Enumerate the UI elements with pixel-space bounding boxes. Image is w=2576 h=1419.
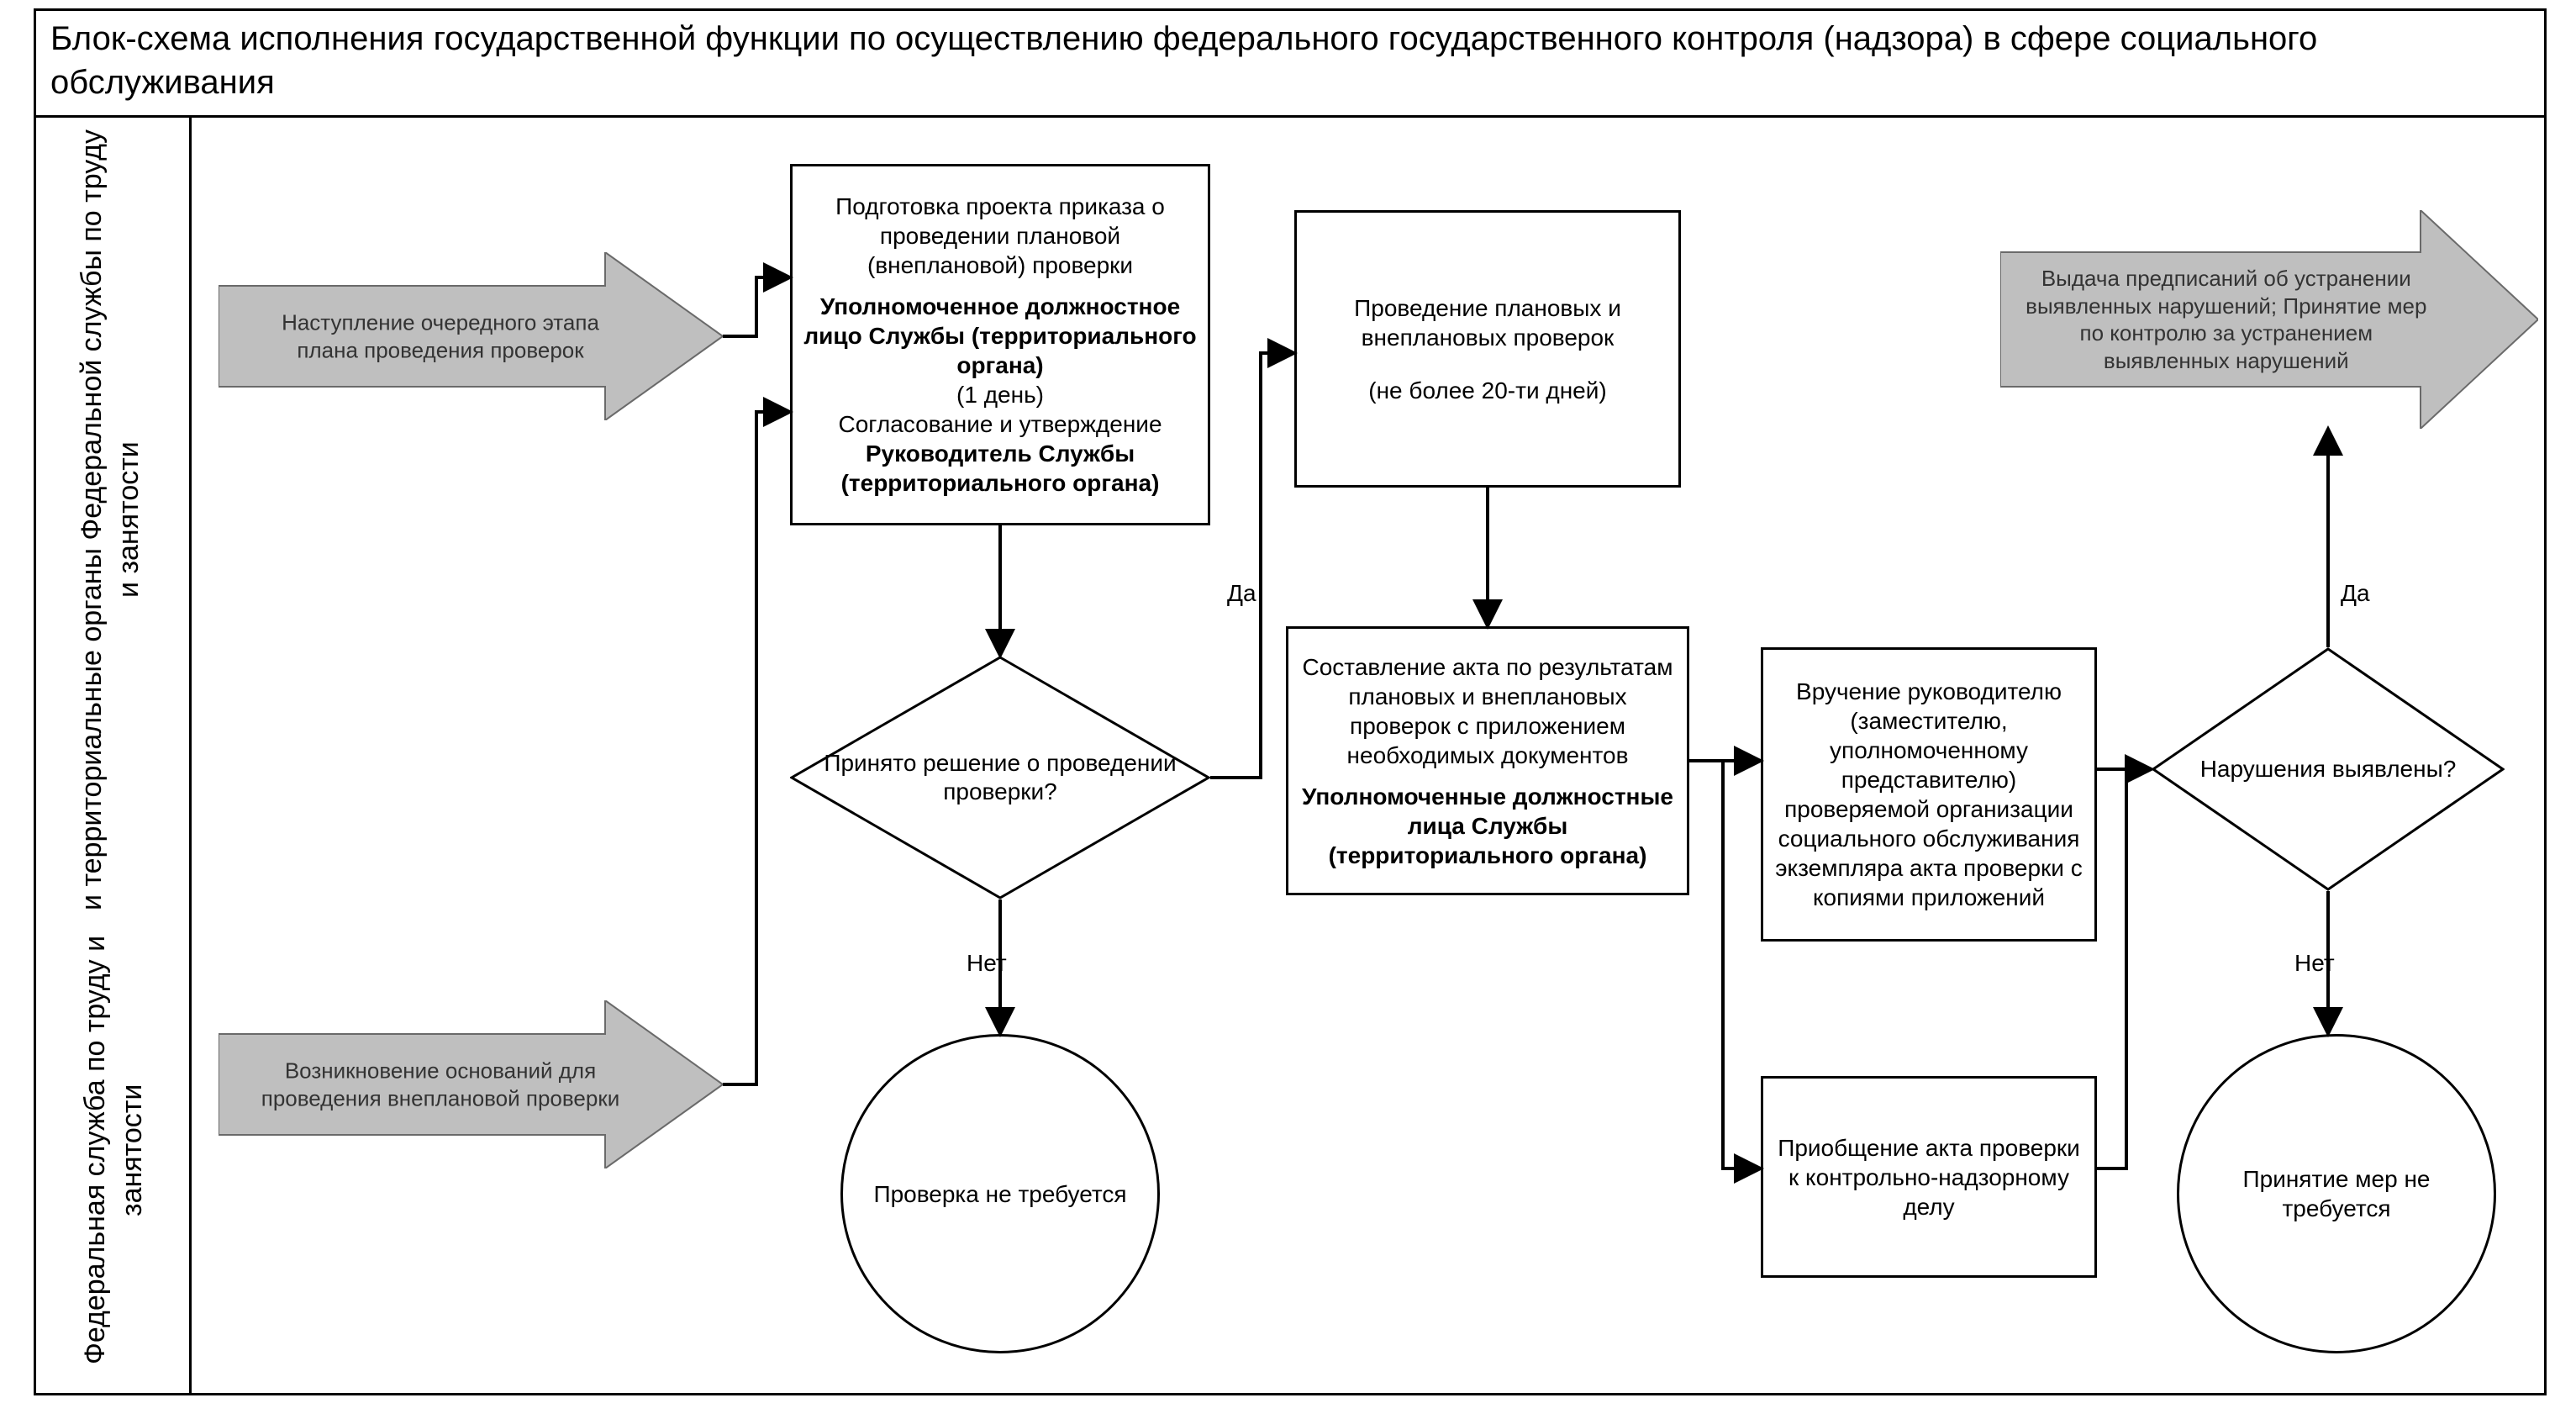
start-arrow-unscheduled-text: Возникновение оснований для проведения в… [259, 1058, 622, 1112]
start-arrow-unscheduled: Возникновение оснований для проведения в… [219, 1000, 723, 1168]
node-attach-text: Приобщение акта проверки к контрольно-на… [1773, 1133, 2084, 1221]
node-prep-line3: (1 день) [803, 380, 1198, 409]
node-conduct-line2: (не более 20-ти дней) [1307, 376, 1668, 405]
edge-label-yes1: Да [1227, 580, 1256, 607]
node-circle-no-action-text: Принятие мер не требуется [2196, 1164, 2477, 1223]
start-arrow-scheduled: Наступление очередного этапа плана прове… [219, 252, 723, 420]
node-act-line2: Уполномоченные должностные лица Службы (… [1299, 782, 1677, 870]
edge-label-yes2: Да [2341, 580, 2370, 607]
edge-label-no2: Нет [2294, 950, 2335, 977]
node-act: Составление акта по результатам плановых… [1286, 626, 1689, 895]
node-circle-no-check-text: Проверка не требуется [873, 1179, 1126, 1209]
swimlane-divider [189, 118, 192, 1395]
node-decision-violations: Нарушения выявлены? [2152, 647, 2505, 891]
node-prep-line1: Подготовка проекта приказа о проведении … [803, 192, 1198, 280]
node-circle-no-action: Принятие мер не требуется [2177, 1034, 2496, 1353]
end-arrow: Выдача предписаний об устранении выявлен… [2000, 210, 2538, 429]
node-decision-violations-text: Нарушения выявлены? [2167, 755, 2490, 783]
edge-label-no1: Нет [967, 950, 1007, 977]
node-decision-conduct: Принято решение о проведении проверки? [790, 656, 1210, 899]
node-prep-line5: Руководитель Службы (территориального ор… [803, 439, 1198, 498]
node-prep-line2: Уполномоченное должностное лицо Службы (… [803, 292, 1198, 380]
swimlane-label: Федеральная служба по труду и занятости … [42, 126, 185, 1387]
swimlane-label-row2: и территориальные органы Федеральной слу… [73, 126, 147, 913]
node-prep-line4: Согласование и утверждение [803, 409, 1198, 439]
node-deliver-text: Вручение руководителю (заместителю, упол… [1773, 677, 2084, 912]
node-act-line1: Составление акта по результатам плановых… [1299, 652, 1677, 770]
node-circle-no-check: Проверка не требуется [840, 1034, 1160, 1353]
start-arrow-scheduled-text: Наступление очередного этапа плана прове… [259, 309, 622, 364]
node-conduct: Проведение плановых и внеплановых провер… [1294, 210, 1681, 488]
node-decision-conduct-text: Принято решение о проведении проверки? [790, 749, 1210, 805]
node-deliver: Вручение руководителю (заместителю, упол… [1761, 647, 2097, 942]
end-arrow-text: Выдача предписаний об устранении выявлен… [2022, 265, 2431, 374]
node-attach: Приобщение акта проверки к контрольно-на… [1761, 1076, 2097, 1278]
node-prep: Подготовка проекта приказа о проведении … [790, 164, 1210, 525]
swimlane-label-row1: Федеральная служба по труду и занятости [76, 913, 150, 1387]
node-conduct-line1: Проведение плановых и внеплановых провер… [1307, 293, 1668, 352]
page-title: Блок-схема исполнения государственной фу… [34, 8, 2547, 118]
